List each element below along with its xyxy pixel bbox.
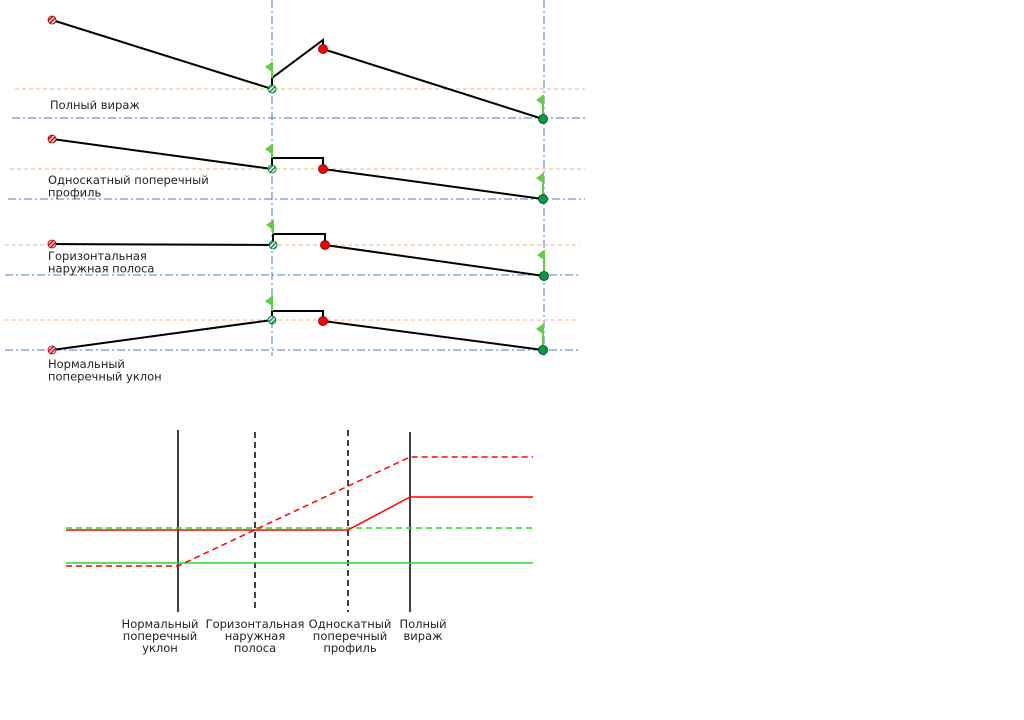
hatched-red-marker-icon — [47, 239, 57, 249]
station-label: Нормальный — [122, 617, 199, 631]
flag-icon — [265, 144, 273, 158]
cross-section-label: Полный вираж — [50, 98, 140, 112]
section-profile-line — [51, 19, 324, 91]
cross-section-1: Полный вираж — [12, 15, 585, 124]
section-profile-line — [51, 310, 324, 351]
station-label: поперечный — [123, 629, 197, 643]
cross-section-label: поперечный уклон — [48, 370, 162, 384]
cross-section-label: Горизонтальная — [48, 249, 147, 263]
red-solid-line — [66, 496, 533, 531]
green-dot-marker-icon — [538, 345, 548, 355]
hatched-green-marker-icon — [267, 315, 277, 325]
hatched-red-marker-icon — [47, 345, 57, 355]
red-dot-marker-icon — [318, 44, 328, 54]
section-profile-line — [51, 233, 326, 247]
hatched-red-marker-icon — [47, 134, 57, 144]
cross-section-label: Нормальный — [48, 357, 125, 371]
station-label: профиль — [323, 641, 377, 655]
flag-icon — [265, 62, 273, 78]
cross-section-label: наружная полоса — [48, 262, 154, 276]
cross-section-label: профиль — [48, 186, 102, 200]
red-dashed-line — [66, 456, 533, 567]
flag-icon — [266, 220, 274, 234]
red-dot-marker-icon — [320, 240, 330, 250]
green-dot-marker-icon — [538, 114, 548, 124]
hatched-green-marker-icon — [267, 164, 277, 174]
hatched-green-marker-icon — [268, 240, 278, 250]
red-dot-marker-icon — [318, 164, 328, 174]
section-profile-line — [322, 320, 544, 351]
red-dot-marker-icon — [318, 316, 328, 326]
station-label: уклон — [142, 641, 178, 655]
hatched-red-marker-icon — [47, 15, 57, 25]
station-label: Полный — [399, 617, 446, 631]
section-profile-line — [51, 138, 324, 171]
station-label: поперечный — [313, 629, 387, 643]
station-label: Горизонтальная — [206, 617, 305, 631]
station-label: вираж — [404, 629, 443, 643]
station-label: наружная — [225, 629, 286, 643]
hatched-green-marker-icon — [267, 84, 277, 94]
section-profile-line — [324, 244, 545, 277]
station-label: Односкатный — [309, 617, 392, 631]
station-label: полоса — [234, 641, 276, 655]
green-dot-marker-icon — [538, 194, 548, 204]
flag-icon — [265, 296, 273, 311]
transition-diagram: НормальныйпоперечныйуклонГоризонтальнаян… — [66, 430, 533, 655]
section-profile-line — [322, 168, 544, 200]
green-dot-marker-icon — [539, 271, 549, 281]
section-profile-line — [322, 48, 544, 120]
cross-section-label: Односкатный поперечный — [48, 173, 209, 187]
